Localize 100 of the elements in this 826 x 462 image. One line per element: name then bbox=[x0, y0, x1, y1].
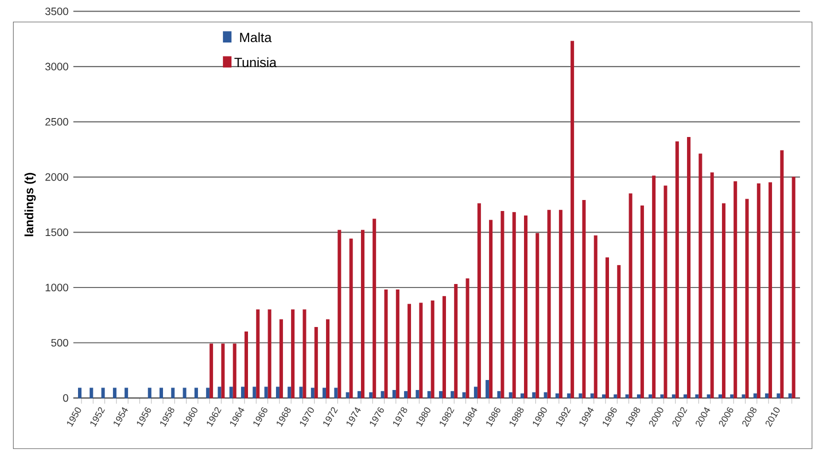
bar bbox=[555, 393, 559, 398]
bar bbox=[279, 319, 283, 398]
bar bbox=[675, 141, 679, 398]
y-tick-label: 500 bbox=[51, 338, 68, 347]
bar bbox=[171, 388, 175, 398]
bar bbox=[310, 388, 314, 398]
bar bbox=[524, 215, 528, 398]
bar bbox=[614, 394, 618, 398]
bar bbox=[392, 390, 396, 398]
bar bbox=[442, 296, 446, 398]
bar bbox=[358, 391, 361, 398]
bar bbox=[346, 392, 350, 398]
bar bbox=[792, 176, 796, 398]
bar bbox=[264, 386, 268, 398]
y-tick-label: 2000 bbox=[45, 173, 68, 181]
bar bbox=[544, 392, 548, 398]
bar bbox=[256, 309, 260, 398]
bar bbox=[520, 393, 524, 398]
bar bbox=[730, 394, 734, 398]
bar bbox=[695, 394, 699, 398]
bar bbox=[768, 182, 772, 398]
bar bbox=[617, 265, 621, 398]
bar bbox=[380, 391, 384, 398]
bar bbox=[765, 393, 769, 398]
bar bbox=[640, 206, 644, 398]
bar bbox=[776, 393, 780, 398]
bar bbox=[570, 40, 574, 398]
y-tick-label: 0 bbox=[63, 394, 68, 402]
bar bbox=[706, 394, 710, 398]
bar bbox=[652, 176, 656, 398]
bar bbox=[753, 393, 757, 398]
y-tick-label: 1500 bbox=[46, 228, 68, 236]
bar bbox=[160, 388, 164, 398]
y-tick-label: 2500 bbox=[45, 118, 68, 126]
bar bbox=[334, 388, 338, 398]
bar bbox=[698, 154, 702, 398]
bar bbox=[532, 392, 536, 398]
bar bbox=[404, 391, 408, 398]
bar bbox=[606, 257, 609, 398]
bar bbox=[745, 198, 749, 398]
bar bbox=[710, 172, 714, 398]
bar bbox=[338, 230, 342, 398]
bar bbox=[788, 393, 792, 398]
bar bbox=[466, 278, 470, 398]
bar bbox=[508, 392, 512, 398]
bar bbox=[625, 394, 629, 398]
bar bbox=[582, 200, 586, 398]
bar bbox=[474, 386, 478, 398]
bar bbox=[112, 388, 116, 398]
bar bbox=[536, 233, 540, 398]
bar bbox=[299, 386, 303, 398]
bar bbox=[462, 392, 466, 398]
bar bbox=[288, 386, 292, 398]
bar bbox=[567, 393, 571, 398]
bar bbox=[439, 391, 442, 398]
bar bbox=[268, 309, 272, 398]
y-tick-label: 3500 bbox=[45, 8, 68, 16]
bar bbox=[241, 386, 245, 398]
bar bbox=[512, 212, 516, 398]
bar bbox=[221, 344, 225, 398]
bar bbox=[210, 344, 214, 398]
y-tick-label: 3000 bbox=[45, 62, 68, 70]
bar bbox=[276, 386, 280, 398]
bar bbox=[450, 391, 454, 398]
bar bbox=[454, 284, 458, 398]
bar bbox=[408, 304, 412, 398]
bar bbox=[547, 210, 551, 398]
bar bbox=[206, 388, 210, 398]
bar bbox=[396, 289, 400, 398]
bar bbox=[326, 319, 330, 398]
bar bbox=[182, 388, 186, 398]
bar bbox=[416, 390, 420, 398]
bar bbox=[101, 388, 105, 398]
bar bbox=[489, 220, 493, 398]
bar bbox=[349, 238, 353, 398]
bar bbox=[322, 388, 326, 398]
bar bbox=[636, 394, 640, 398]
bar bbox=[756, 183, 760, 398]
bar bbox=[229, 386, 233, 398]
bar bbox=[314, 327, 318, 398]
bar bbox=[672, 394, 676, 398]
bar bbox=[369, 392, 373, 398]
bar bbox=[244, 331, 248, 398]
bar bbox=[578, 393, 582, 398]
bar bbox=[430, 300, 434, 398]
bar bbox=[372, 218, 376, 398]
bar bbox=[718, 394, 722, 398]
bar bbox=[477, 203, 481, 398]
y-tick-label: 1000 bbox=[46, 284, 68, 292]
bar bbox=[558, 210, 562, 398]
bar bbox=[687, 137, 691, 398]
bar bbox=[302, 309, 306, 398]
bar bbox=[497, 391, 501, 398]
bar bbox=[660, 394, 664, 398]
bar bbox=[90, 388, 94, 398]
bar bbox=[722, 203, 726, 398]
legend-label: Tunisia bbox=[234, 57, 277, 68]
y-axis-title: landings (t) bbox=[24, 172, 36, 236]
bar bbox=[194, 388, 198, 398]
bar bbox=[419, 302, 423, 398]
